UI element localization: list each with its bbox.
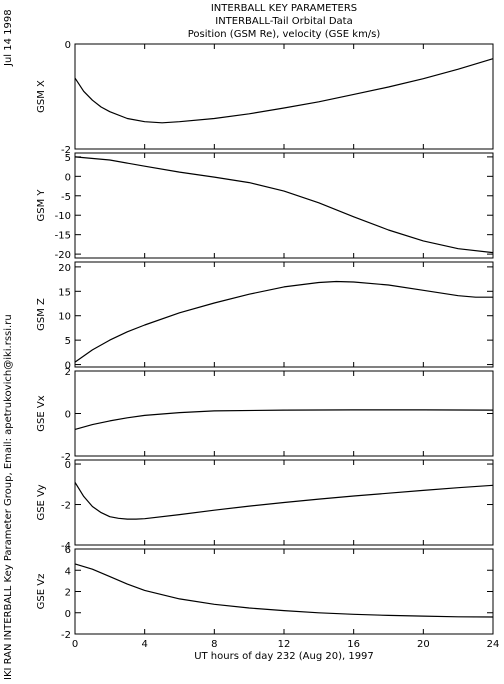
x-tick-label: 24: [487, 639, 500, 650]
panel-gsm-z: 0 5 10 15 20 GSM Z: [36, 261, 494, 372]
series-line: [74, 481, 494, 520]
y-tick-label: -10: [55, 211, 71, 222]
series-line: [74, 409, 494, 430]
panel-gsm-y: -20 -15 -10 -5 0 5 GSM Y: [36, 152, 494, 261]
y-axis-label: GSE Vy: [36, 484, 47, 520]
y-tick-label: -5: [61, 192, 71, 203]
y-tick-label: 2: [65, 367, 71, 378]
y-tick-label: 20: [58, 263, 71, 274]
series-line: [74, 58, 494, 124]
y-tick-label: 15: [58, 287, 71, 298]
y-tick-label: 0: [65, 172, 71, 183]
panel-frame: [74, 43, 494, 150]
chart-subtitle: INTERBALL-Tail Orbital Data: [215, 16, 353, 27]
y-tick-label: -2: [61, 145, 71, 156]
y-tick-label: 6: [65, 545, 71, 556]
panel-gsm-x: -2 0 GSM X: [36, 40, 494, 156]
y-tick-label: 0: [65, 40, 71, 51]
y-axis-label: GSE Vz: [36, 574, 47, 610]
y-tick-label: 0: [65, 460, 71, 471]
panel-frame: [74, 261, 494, 368]
y-axis-label: GSM Y: [36, 189, 47, 222]
panel-frame: [74, 370, 494, 457]
series-line: [74, 563, 494, 618]
y-tick-label: -2: [61, 501, 71, 512]
series-line: [74, 156, 494, 254]
y-tick-label: 0: [65, 609, 71, 620]
y-tick-label: -2: [61, 452, 71, 463]
chart-title: INTERBALL KEY PARAMETERS: [210, 3, 358, 14]
y-tick-label: 2: [65, 588, 71, 599]
y-axis-label: GSM Z: [36, 298, 47, 331]
y-axis-label: GSE Vx: [36, 395, 47, 431]
y-axis-label: GSM X: [36, 80, 47, 113]
x-tick-label: 8: [211, 639, 217, 650]
panel-gse-vx: -2 0 2 GSE Vx: [36, 367, 494, 463]
y-tick-label: -15: [55, 231, 71, 242]
y-tick-label: -2: [61, 630, 71, 641]
x-tick-label: 12: [278, 639, 291, 650]
x-tick-label: 4: [141, 639, 147, 650]
panel-gse-vy: -4 -2 0 GSE Vy: [36, 459, 494, 552]
y-tick-label: 5: [65, 336, 71, 347]
y-tick-label: 0: [65, 410, 71, 421]
y-tick-label: 4: [65, 566, 71, 577]
y-tick-label: 10: [58, 312, 71, 323]
x-tick-label: 0: [72, 639, 78, 650]
y-tick-label: 5: [65, 153, 71, 164]
y-tick-label: -4: [61, 541, 71, 552]
panel-frame: [74, 548, 494, 635]
y-tick-label: 0: [65, 361, 71, 372]
x-tick-label: 20: [417, 639, 430, 650]
x-tick-label: 16: [347, 639, 360, 650]
x-axis-label: UT hours of day 232 (Aug 20), 1997: [194, 651, 374, 662]
chart-units-line: Position (GSM Re), velocity (GSE km/s): [187, 29, 381, 40]
series-line: [74, 280, 493, 363]
y-tick-label: -20: [55, 250, 71, 261]
